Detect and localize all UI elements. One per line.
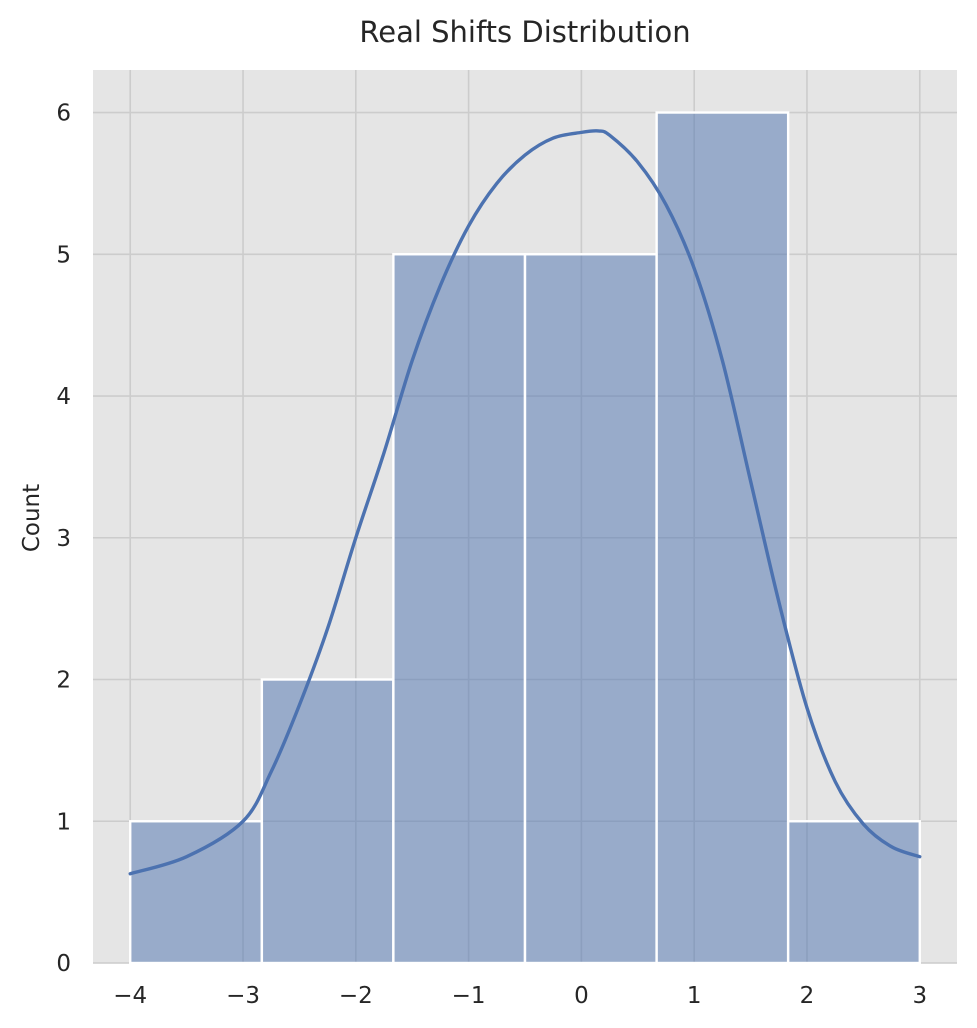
histogram-bar	[392, 253, 527, 965]
histogram-bar	[786, 820, 921, 965]
x-tick-label: −1	[452, 983, 486, 1009]
kde-curve-group	[128, 129, 922, 876]
histogram-bars	[129, 111, 921, 965]
chart-title: Real Shifts Distribution	[359, 15, 691, 49]
y-tick-label: 4	[56, 384, 71, 410]
x-tick-label: 1	[687, 983, 702, 1009]
histogram-bar	[655, 111, 790, 965]
y-tick-label: 2	[56, 668, 71, 694]
y-tick-label: 1	[56, 809, 71, 835]
x-tick-label: 0	[574, 983, 589, 1009]
y-tick-label: 3	[56, 526, 71, 552]
y-tick-label: 5	[56, 242, 71, 268]
histogram-bar	[523, 253, 658, 965]
y-tick-labels: 0 1 2 3 4 5 6	[56, 101, 71, 977]
x-tick-label: −2	[339, 983, 373, 1009]
x-tick-label: −4	[113, 983, 147, 1009]
x-tick-label: −3	[226, 983, 260, 1009]
x-tick-label: 2	[800, 983, 815, 1009]
kde-curve	[128, 129, 922, 876]
x-tick-label: 3	[912, 983, 927, 1009]
x-tick-labels: −4 −3 −2 −1 0 1 2 3	[113, 983, 927, 1009]
y-tick-label: 6	[56, 101, 71, 127]
histogram-bar	[260, 678, 395, 965]
histogram-bar	[129, 820, 264, 965]
y-tick-label: 0	[56, 951, 71, 977]
